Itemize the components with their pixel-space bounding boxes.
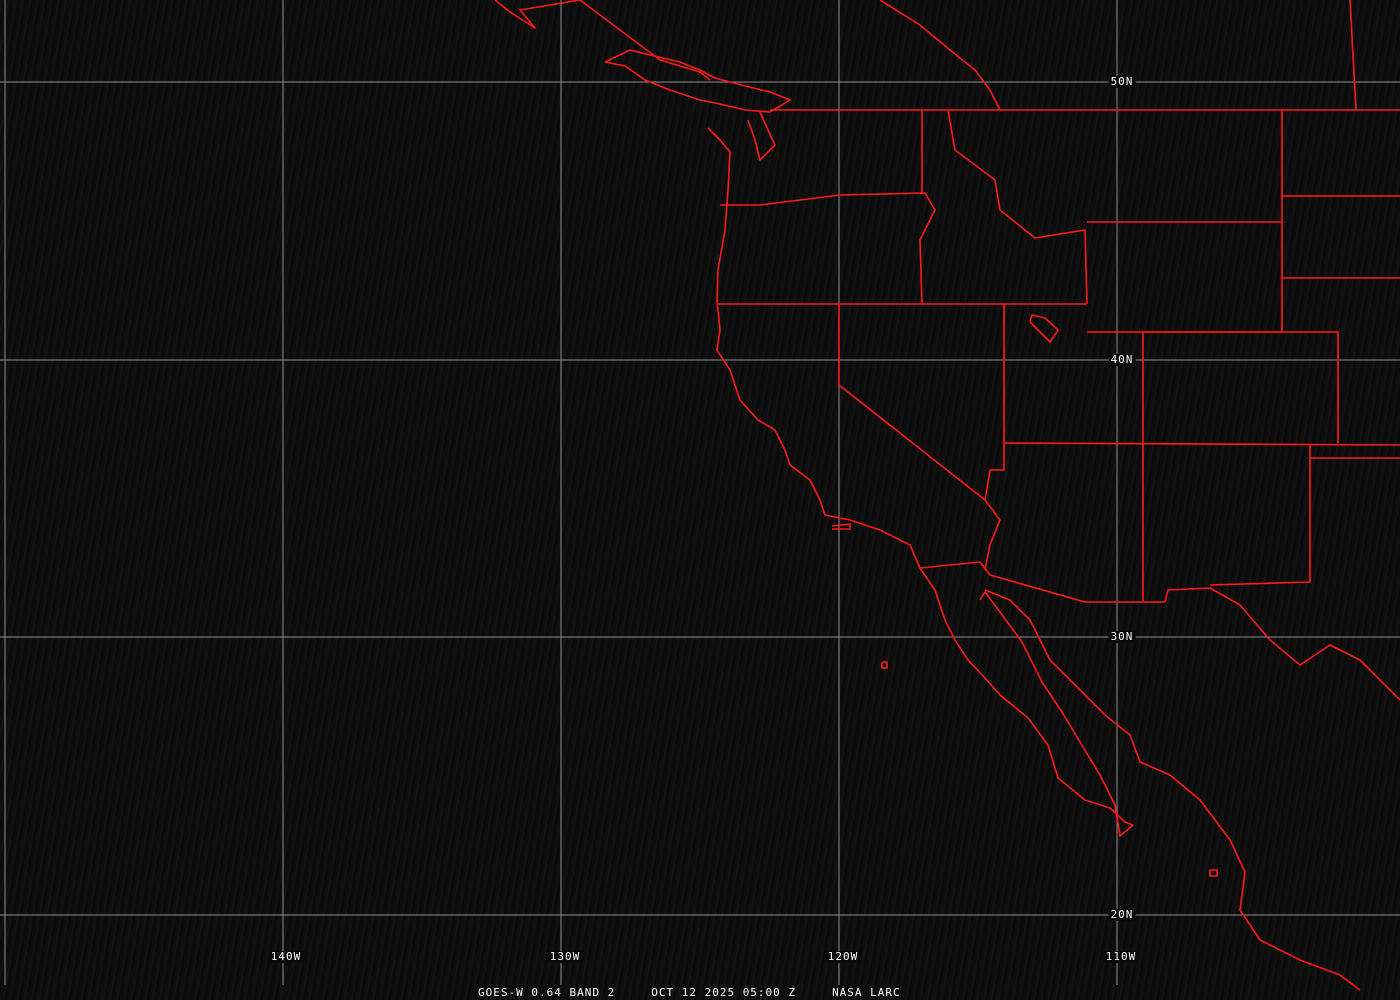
co-border bbox=[1143, 331, 1339, 443]
id-mt-border bbox=[947, 109, 1088, 305]
product-label: GOES-W 0.64 BAND 2 bbox=[478, 986, 616, 999]
sask-border bbox=[1349, 0, 1357, 111]
canada-arctic-coast bbox=[879, 0, 1001, 111]
mexico-mainland-coast bbox=[984, 589, 1361, 991]
us-mexico-border bbox=[919, 561, 1400, 701]
channel-islands bbox=[831, 523, 851, 530]
great-salt-lake bbox=[1029, 314, 1059, 343]
lat-label-20n: 20N bbox=[1108, 908, 1136, 921]
us-west-coast bbox=[707, 127, 1134, 837]
lat-label-50n: 50N bbox=[1108, 75, 1136, 88]
lat-label-40n: 40N bbox=[1108, 353, 1136, 366]
lon-label-140w: 140W bbox=[268, 950, 304, 963]
lat-label-30n: 30N bbox=[1108, 630, 1136, 643]
island-revillagigedo bbox=[1209, 869, 1218, 877]
lon-label-110w: 110W bbox=[1103, 950, 1139, 963]
lon-label-120w: 120W bbox=[825, 950, 861, 963]
image-caption: GOES-W 0.64 BAND 2 OCT 12 2025 05:00 Z NAS… bbox=[478, 986, 937, 999]
puget-sound bbox=[747, 111, 776, 161]
wa-or-border bbox=[720, 192, 936, 305]
vancouver-island-coast bbox=[604, 49, 791, 113]
nv-ut-border bbox=[984, 304, 1005, 501]
nm-border bbox=[1209, 445, 1311, 586]
lon-label-130w: 130W bbox=[547, 950, 583, 963]
source-label: NASA LARC bbox=[832, 986, 901, 999]
island-guadalupe bbox=[881, 661, 888, 669]
bc-coast bbox=[494, 0, 711, 81]
datetime-label: OCT 12 2025 05:00 Z bbox=[651, 986, 797, 999]
ut-az-border bbox=[1003, 442, 1400, 446]
ca-nv-border bbox=[838, 304, 1001, 571]
wyoming-border bbox=[1087, 221, 1283, 333]
